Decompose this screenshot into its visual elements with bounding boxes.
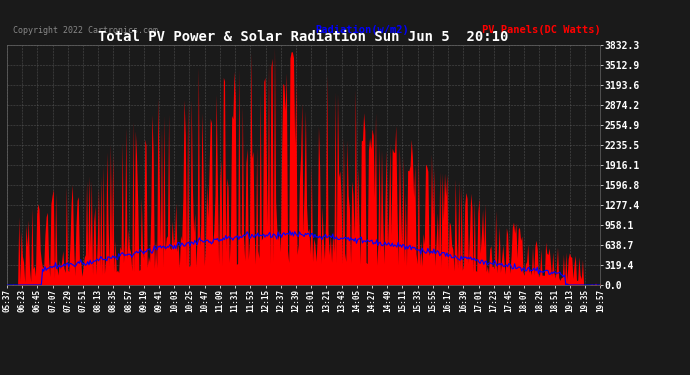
Text: PV Panels(DC Watts): PV Panels(DC Watts)	[482, 26, 600, 35]
Text: Radiation(w/m2): Radiation(w/m2)	[315, 26, 409, 35]
Text: Copyright 2022 Cartronics.com: Copyright 2022 Cartronics.com	[13, 26, 158, 35]
Title: Total PV Power & Solar Radiation Sun Jun 5  20:10: Total PV Power & Solar Radiation Sun Jun…	[99, 30, 509, 44]
